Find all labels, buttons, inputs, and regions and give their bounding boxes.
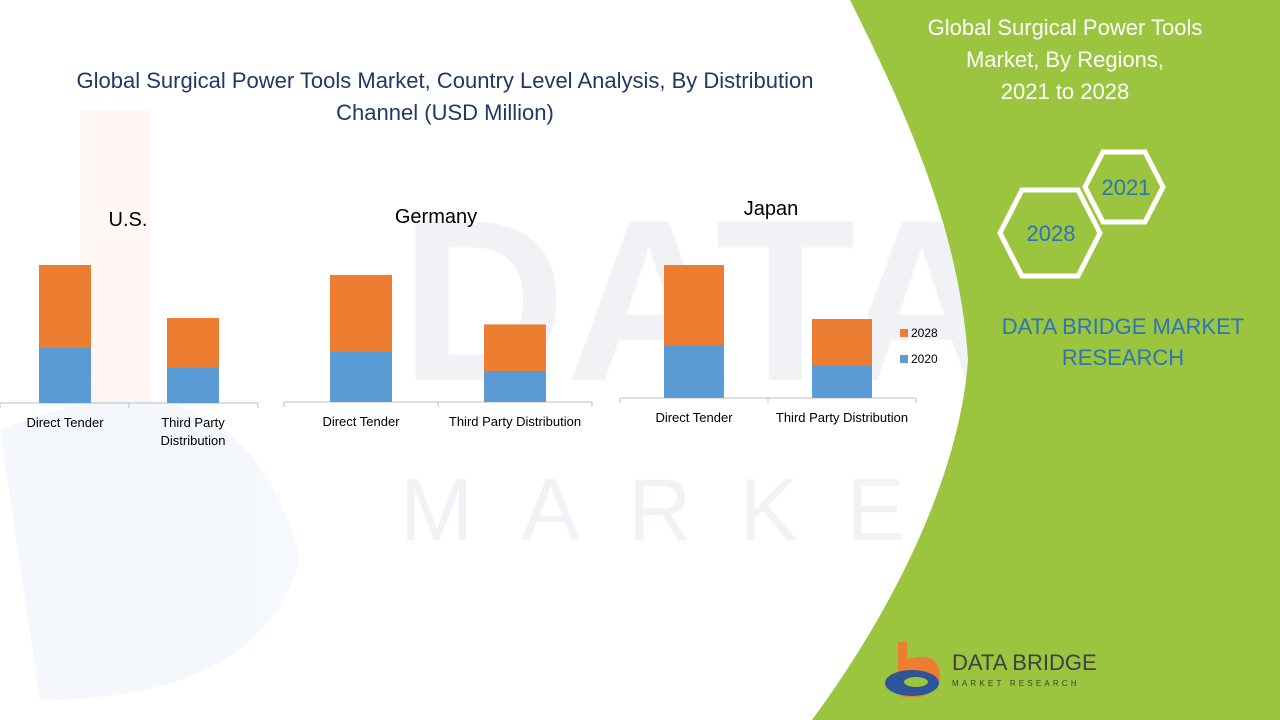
- bar-2028-third-party-distribution: [484, 324, 546, 371]
- category-label: Direct Tender: [322, 414, 400, 429]
- chart-title: U.S.: [109, 209, 148, 231]
- bar-2028-direct-tender: [664, 265, 724, 345]
- main-title-line-2: Channel (USD Million): [336, 100, 554, 125]
- bar-2020-third-party-distribution: [812, 366, 872, 398]
- data-bridge-logo-icon: [885, 642, 941, 698]
- side-panel-background: [812, 0, 1280, 720]
- hex-year-2028: 2028: [1027, 221, 1076, 246]
- chart-title: Japan: [744, 198, 799, 220]
- bar-2028-direct-tender: [330, 274, 392, 352]
- bar-2028-third-party-distribution: [812, 319, 872, 366]
- bar-2020-third-party-distribution: [167, 368, 219, 403]
- chart-us: U.S. Direct Tender Third Party Distribution: [0, 209, 259, 448]
- hexagon-2021: [1082, 149, 1166, 225]
- bar-2028-direct-tender: [39, 265, 91, 348]
- side-title-line-3: 2021 to 2028: [1001, 79, 1129, 104]
- logo-name: DATA BRIDGE: [952, 650, 1097, 675]
- category-label: Direct Tender: [26, 415, 104, 430]
- category-label: Third Party: [161, 415, 225, 430]
- bar-2020-direct-tender: [664, 345, 724, 398]
- chart-title: Germany: [395, 206, 477, 228]
- legend-swatch-2028: [900, 329, 908, 337]
- side-title-line-2: Market, By Regions,: [966, 47, 1164, 72]
- chart-germany: Germany Direct Tender Third Party Distribu…: [283, 206, 593, 429]
- company-name-line-2: RESEARCH: [1062, 345, 1184, 370]
- chart-legend: 2028 2020: [900, 326, 938, 366]
- hexagon-2028: [997, 187, 1103, 279]
- chart-japan: Japan Direct Tender Third Party Distributi…: [619, 198, 917, 425]
- category-label: Direct Tender: [655, 410, 733, 425]
- legend-label-2020: 2020: [911, 352, 938, 366]
- main-title-line-1: Global Surgical Power Tools Market, Coun…: [77, 68, 814, 93]
- category-label: Third Party Distribution: [449, 414, 581, 429]
- category-label: Distribution: [160, 433, 225, 448]
- bar-2020-third-party-distribution: [484, 370, 546, 402]
- legend-swatch-2020: [900, 355, 908, 363]
- category-label: Third Party Distribution: [776, 410, 908, 425]
- hex-year-2021: 2021: [1102, 175, 1151, 200]
- company-name-line-1: DATA BRIDGE MARKET: [1002, 314, 1244, 339]
- legend-label-2028: 2028: [911, 326, 938, 340]
- logo-tagline: MARKET RESEARCH: [952, 679, 1080, 688]
- side-title-line-1: Global Surgical Power Tools: [928, 15, 1203, 40]
- bar-2020-direct-tender: [330, 351, 392, 402]
- bar-2020-direct-tender: [39, 348, 91, 403]
- bar-2028-third-party-distribution: [167, 318, 219, 368]
